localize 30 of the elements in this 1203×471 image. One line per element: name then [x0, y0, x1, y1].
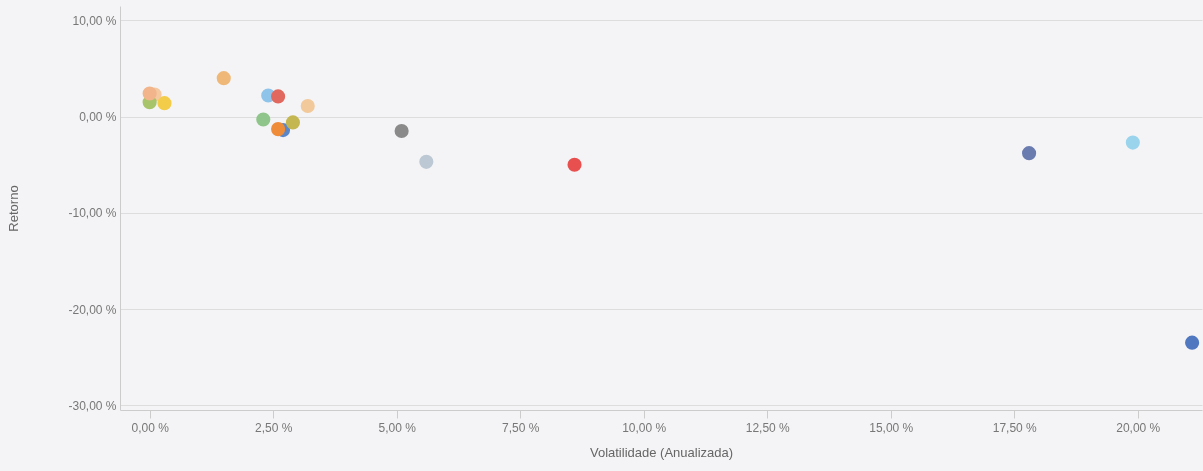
point — [567, 157, 582, 172]
point — [157, 96, 172, 111]
x-tick-label: 0,00 % — [131, 420, 170, 435]
point — [271, 122, 286, 137]
x-tick-label: 15,00 % — [869, 420, 914, 435]
x-tick-label: 5,00 % — [378, 420, 417, 435]
point — [142, 86, 157, 101]
y-tick-label: 0,00 % — [79, 110, 117, 125]
point — [285, 115, 300, 130]
point — [419, 154, 434, 169]
x-tick-label: 7,50 % — [502, 420, 540, 435]
x-tick-label: 12,50 % — [745, 420, 791, 435]
y-tick-label: -10,00 % — [68, 206, 117, 221]
y-tick-label: -30,00 % — [68, 398, 117, 413]
point — [216, 71, 231, 86]
point — [1125, 135, 1140, 150]
x-tick-label: 10,00 % — [622, 420, 667, 435]
point — [1022, 146, 1037, 161]
point — [300, 98, 315, 114]
y-axis-title: Retorno — [5, 185, 21, 232]
x-tick-label: 20,00 % — [1116, 420, 1161, 435]
x-tick-label: 2,50 % — [254, 420, 293, 435]
x-axis-title: Volatilidade (Anualizada) — [589, 444, 734, 460]
x-tick-label: 17,50 % — [992, 420, 1038, 435]
point — [1185, 335, 1200, 350]
y-tick-label: 10,00 % — [72, 13, 117, 28]
point — [394, 123, 409, 139]
point — [271, 89, 286, 104]
point — [256, 112, 271, 127]
y-tick-label: -20,00 % — [68, 302, 117, 317]
